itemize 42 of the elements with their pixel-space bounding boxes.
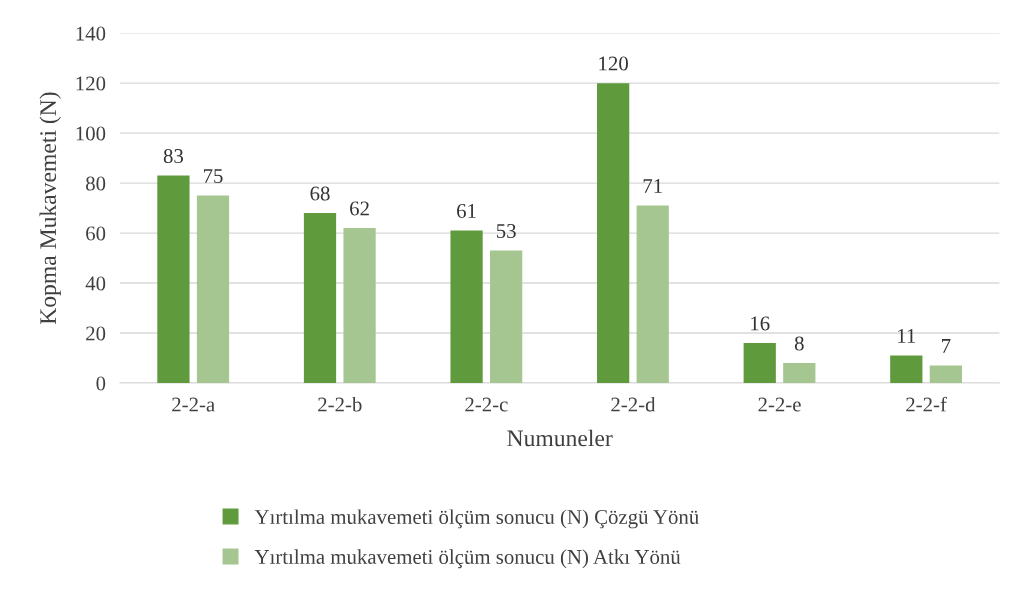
y-tick-label: 60 <box>86 226 106 241</box>
x-tick-label: 2-2-d <box>611 396 656 412</box>
bar <box>783 363 816 384</box>
y-axis-title: Kopma Mukavemeti (N) <box>39 92 61 325</box>
y-tick-label: 140 <box>76 26 106 41</box>
data-label: 8 <box>794 336 804 351</box>
data-label: 61 <box>457 204 476 219</box>
y-tick-label: 100 <box>76 126 106 141</box>
bar <box>490 250 523 384</box>
y-tick-label: 120 <box>76 76 106 91</box>
data-label: 53 <box>496 224 516 239</box>
bar <box>196 195 230 384</box>
y-tick-label: 80 <box>86 176 106 191</box>
legend-label: Yırtılma mukavemeti ölçüm sonucu (N) Atkı Yönü <box>254 549 681 569</box>
data-label: 7 <box>942 339 951 353</box>
legend-label: Yırtılma mukavemeti ölçüm sonucu (N) Çözgü Yönü <box>254 509 699 529</box>
bar <box>157 175 190 384</box>
bar <box>303 213 337 384</box>
x-tick-label: 2-2-e <box>758 397 801 412</box>
data-label: 120 <box>599 56 628 71</box>
x-tick-label: 2-2-a <box>172 397 215 412</box>
x-axis-title: Numuneler <box>507 429 613 447</box>
x-tick-label: 2-2-b <box>318 396 362 412</box>
bar <box>343 228 376 384</box>
data-label: 83 <box>163 148 184 164</box>
bar <box>597 83 630 384</box>
x-tick-label: 2-2-f <box>906 396 947 412</box>
bar <box>743 343 776 384</box>
data-label: 11 <box>898 329 916 343</box>
bar <box>450 230 483 384</box>
data-label: 62 <box>350 201 369 216</box>
data-label: 75 <box>203 169 223 184</box>
y-tick-label: 0 <box>96 376 106 391</box>
bar <box>890 355 923 384</box>
bar <box>636 205 669 384</box>
data-label: 16 <box>751 316 770 331</box>
data-label: 68 <box>310 186 330 201</box>
data-label: 71 <box>643 179 662 193</box>
y-tick-label: 40 <box>85 276 106 291</box>
bar <box>929 365 962 384</box>
y-tick-label: 20 <box>86 326 106 341</box>
x-tick-label: 2-2-c <box>465 397 508 412</box>
